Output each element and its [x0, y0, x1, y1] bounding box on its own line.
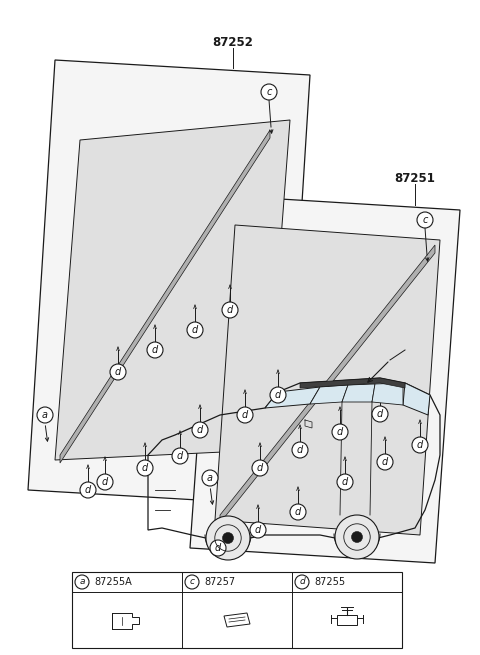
Text: d: d: [142, 463, 148, 473]
Circle shape: [147, 342, 163, 358]
Circle shape: [222, 302, 238, 318]
Circle shape: [335, 515, 379, 559]
Text: a: a: [207, 473, 213, 483]
Text: d: d: [382, 457, 388, 467]
Text: d: d: [295, 507, 301, 517]
Circle shape: [372, 406, 388, 422]
Text: d: d: [257, 463, 263, 473]
Text: d: d: [417, 440, 423, 450]
Circle shape: [97, 474, 113, 490]
Circle shape: [172, 448, 188, 464]
Circle shape: [270, 387, 286, 403]
Text: d: d: [227, 305, 233, 315]
Circle shape: [290, 504, 306, 520]
Circle shape: [237, 407, 253, 423]
Text: c: c: [190, 578, 194, 586]
Text: d: d: [102, 477, 108, 487]
Text: d: d: [275, 390, 281, 400]
Text: d: d: [197, 425, 203, 435]
Text: 87252: 87252: [213, 35, 253, 48]
Polygon shape: [220, 245, 435, 523]
Text: a: a: [79, 578, 85, 586]
Text: 87257: 87257: [204, 577, 235, 587]
Circle shape: [377, 454, 393, 470]
Text: c: c: [422, 215, 428, 225]
Circle shape: [295, 575, 309, 589]
Circle shape: [110, 364, 126, 380]
Circle shape: [250, 522, 266, 538]
Text: d: d: [115, 367, 121, 377]
Polygon shape: [300, 378, 405, 388]
Text: d: d: [255, 525, 261, 535]
Text: c: c: [266, 87, 272, 97]
Polygon shape: [28, 60, 310, 505]
Polygon shape: [265, 387, 320, 408]
Polygon shape: [215, 225, 440, 535]
Circle shape: [351, 531, 362, 542]
Polygon shape: [60, 130, 270, 463]
Text: d: d: [177, 451, 183, 461]
Circle shape: [417, 212, 433, 228]
Circle shape: [261, 84, 277, 100]
Polygon shape: [342, 384, 375, 402]
Polygon shape: [372, 383, 403, 405]
Text: d: d: [85, 485, 91, 495]
Text: 87255: 87255: [314, 577, 345, 587]
Circle shape: [192, 422, 208, 438]
Circle shape: [412, 437, 428, 453]
Text: d: d: [152, 345, 158, 355]
Text: d: d: [215, 543, 221, 553]
Bar: [337, 615, 357, 625]
Text: d: d: [242, 410, 248, 420]
Text: 87255A: 87255A: [94, 577, 132, 587]
Circle shape: [332, 424, 348, 440]
Text: 87251: 87251: [395, 172, 435, 185]
Circle shape: [210, 540, 226, 556]
Circle shape: [252, 460, 268, 476]
Polygon shape: [190, 195, 460, 563]
Circle shape: [202, 470, 218, 486]
Circle shape: [337, 474, 353, 490]
Polygon shape: [403, 383, 430, 415]
Circle shape: [185, 575, 199, 589]
Text: d: d: [377, 409, 383, 419]
Text: a: a: [42, 410, 48, 420]
Text: d: d: [192, 325, 198, 335]
Circle shape: [206, 516, 250, 560]
Text: d: d: [337, 427, 343, 437]
Circle shape: [137, 460, 153, 476]
Circle shape: [80, 482, 96, 498]
Text: d: d: [297, 445, 303, 455]
Circle shape: [37, 407, 53, 423]
Polygon shape: [55, 120, 290, 460]
Polygon shape: [310, 385, 348, 404]
Circle shape: [223, 533, 233, 544]
Text: d: d: [342, 477, 348, 487]
Text: d: d: [299, 578, 305, 586]
Polygon shape: [305, 420, 312, 428]
Circle shape: [292, 442, 308, 458]
Circle shape: [187, 322, 203, 338]
Bar: [72, 572, 402, 648]
Circle shape: [75, 575, 89, 589]
